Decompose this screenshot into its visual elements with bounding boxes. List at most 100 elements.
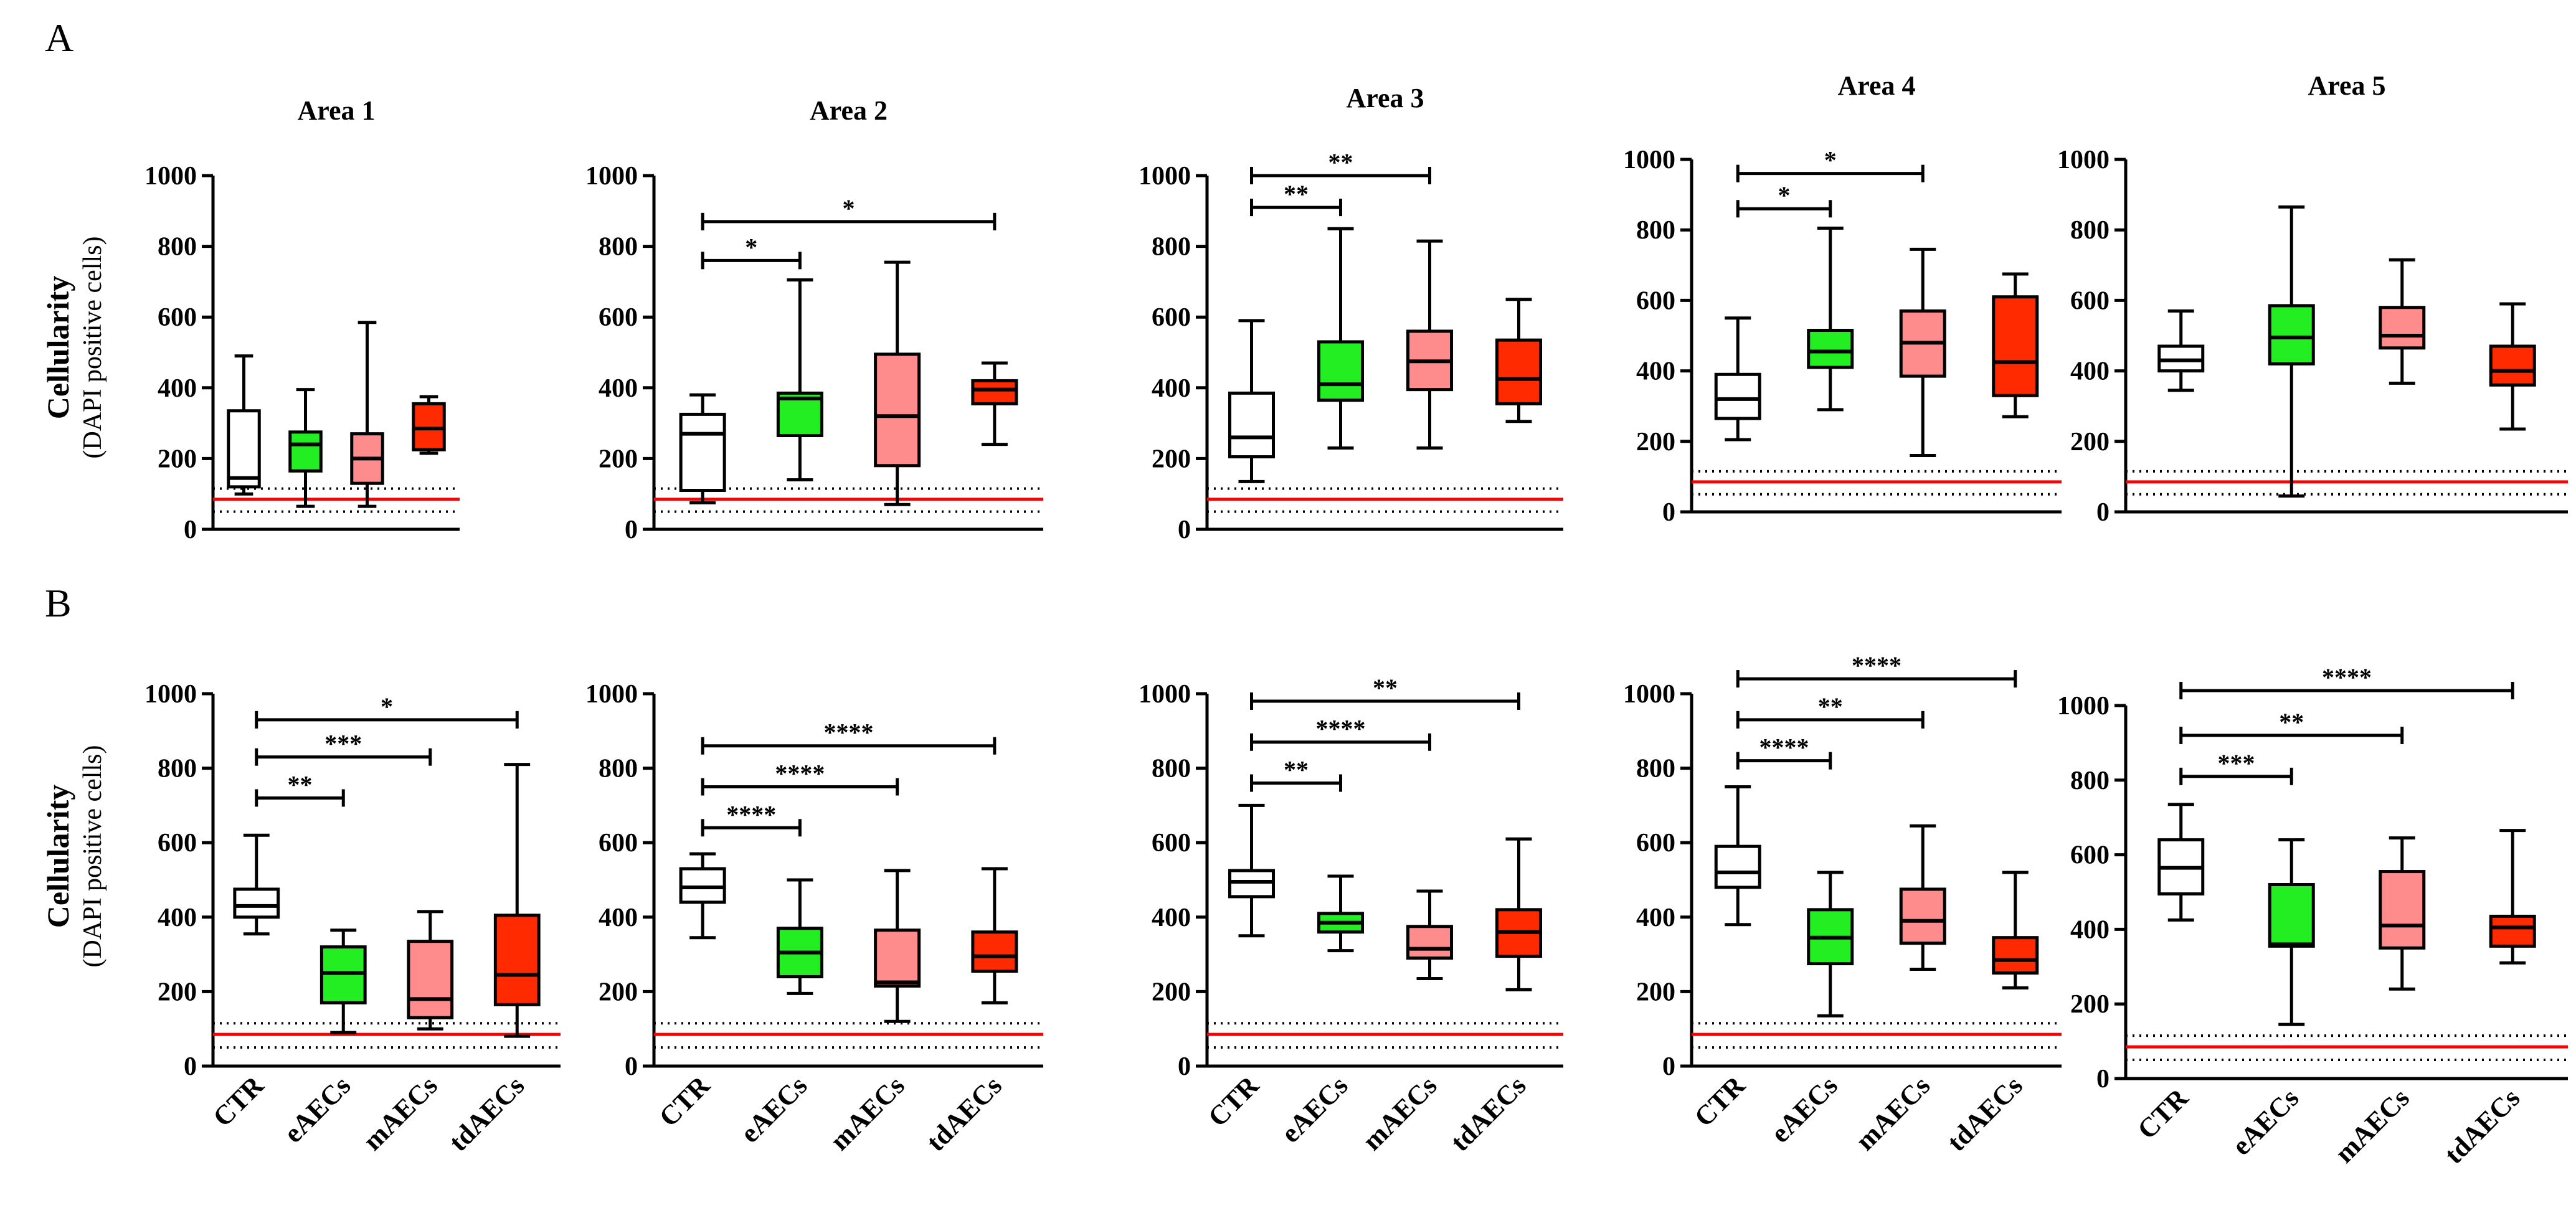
box-iqr <box>1992 936 2039 975</box>
y-tick-label: 800 <box>599 755 638 783</box>
box-CTR <box>1228 319 1275 483</box>
x-category-label: eAECs <box>1275 1070 1353 1148</box>
y-tick-label: 400 <box>2070 357 2110 386</box>
y-tick-label: 400 <box>599 374 638 403</box>
box-mAECs <box>1406 889 1453 980</box>
box-mAECs <box>874 260 921 506</box>
box-iqr <box>679 412 726 493</box>
box-iqr <box>1495 338 1542 405</box>
box-tdAECs <box>2489 302 2536 431</box>
box-CTR <box>2157 309 2205 392</box>
significance-label: **** <box>2322 663 2372 691</box>
y-tick-label: 200 <box>1152 445 1191 473</box>
y-tick-label: 0 <box>625 1052 638 1081</box>
y-tick-label: 1000 <box>144 162 197 191</box>
x-category-label: eAECs <box>734 1070 813 1148</box>
box-mAECs <box>1899 824 1946 971</box>
significance-bracket: ** <box>1736 692 1925 729</box>
y-tick-label: 1000 <box>1623 146 1675 174</box>
significance-label: * <box>1824 146 1837 174</box>
x-category-label: mAECs <box>1850 1070 1936 1156</box>
box-iqr <box>1228 391 1275 459</box>
y-tick-label: 1000 <box>585 162 638 191</box>
y-tick-label: 1000 <box>585 680 638 709</box>
y-tick-label: 200 <box>158 978 197 1006</box>
box-iqr <box>2268 304 2315 366</box>
box-mAECs <box>350 321 384 508</box>
y-tick-label: 400 <box>2070 915 2110 944</box>
box-eAECs <box>776 878 823 995</box>
x-category-label: eAECs <box>278 1070 356 1148</box>
chart-3: Area 3 0 200 400 600 800 1000 ** ** <box>1139 83 1563 544</box>
significance-label: * <box>745 233 757 261</box>
y-tick-label: 600 <box>1636 286 1675 315</box>
y-tick-label: 1000 <box>144 680 197 709</box>
y-tick-label: 800 <box>1152 755 1191 783</box>
y-tick-label: 0 <box>184 516 197 544</box>
y-tick-label: 800 <box>1152 233 1191 262</box>
y-axis-subtitle: (DAPI positive cells) <box>78 745 107 968</box>
x-category-label: tdAECs <box>443 1070 530 1157</box>
chart-title: Area 2 <box>810 95 888 126</box>
significance-label: ** <box>1328 148 1353 176</box>
y-tick-label: 0 <box>2096 1065 2110 1093</box>
box-tdAECs <box>1992 272 2039 418</box>
y-tick-label: 400 <box>1152 904 1191 932</box>
chart-1: Area 1 0 200 400 600 800 1000 <box>144 95 460 544</box>
box-eAECs <box>320 928 367 1034</box>
significance-bracket: **** <box>1250 715 1431 751</box>
box-CTR <box>2157 803 2205 922</box>
box-CTR <box>227 354 261 496</box>
box-tdAECs <box>1495 837 1542 991</box>
box-iqr <box>233 887 280 919</box>
box-mAECs <box>1406 239 1453 450</box>
chart-2: Area 2 0 200 400 600 800 1000 * * <box>585 95 1043 544</box>
x-category-label: mAECs <box>824 1070 910 1156</box>
y-tick-label: 200 <box>158 445 197 473</box>
significance-bracket: **** <box>701 719 997 755</box>
y-tick-label: 600 <box>158 303 197 332</box>
box-tdAECs <box>1495 298 1542 423</box>
box-tdAECs <box>2489 829 2536 965</box>
significance-bracket: ** <box>1250 180 1342 217</box>
significance-bracket: ** <box>2179 708 2404 744</box>
chart-4: Area 4 0 200 400 600 800 1000 * * <box>1623 70 2062 527</box>
box-tdAECs <box>971 361 1018 446</box>
x-category-label: mAECs <box>1357 1070 1442 1156</box>
significance-bracket: ** <box>1250 756 1342 792</box>
box-iqr <box>1899 887 1946 945</box>
y-axis-title: Cellularity <box>40 785 75 928</box>
significance-label: **** <box>775 760 825 788</box>
chart-title: Area 1 <box>297 95 375 126</box>
box-iqr <box>2489 914 2536 948</box>
y-tick-label: 600 <box>599 829 638 857</box>
y-tick-label: 1000 <box>2057 146 2110 174</box>
y-tick-label: 0 <box>184 1052 197 1081</box>
y-tick-label: 400 <box>158 904 197 932</box>
significance-label: * <box>843 194 855 222</box>
x-category-label: CTR <box>653 1070 716 1133</box>
box-CTR <box>679 393 726 504</box>
y-tick-label: 400 <box>1152 374 1191 403</box>
box-tdAECs <box>1992 871 2039 989</box>
x-category-label: mAECs <box>2329 1082 2415 1168</box>
x-category-label: tdAECs <box>2438 1082 2526 1169</box>
box-iqr <box>1714 372 1761 420</box>
box-iqr <box>1406 925 1453 960</box>
y-axis-title: Cellularity <box>40 276 75 420</box>
box-CTR <box>233 833 280 936</box>
y-tick-label: 600 <box>1152 303 1191 332</box>
significance-label: ** <box>1818 692 1843 720</box>
significance-bracket: ** <box>1250 148 1431 184</box>
box-iqr <box>1317 340 1364 402</box>
significance-bracket: * <box>701 194 997 230</box>
box-eAECs <box>2268 838 2315 1026</box>
box-iqr <box>971 379 1018 405</box>
y-tick-label: 600 <box>2070 286 2110 315</box>
x-category-label: tdAECs <box>1941 1070 2029 1157</box>
y-tick-label: 200 <box>1636 428 1675 456</box>
y-tick-label: 200 <box>2070 428 2110 456</box>
